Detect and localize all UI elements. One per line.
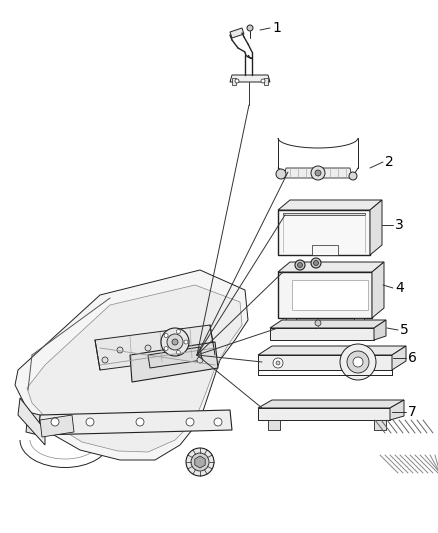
Circle shape xyxy=(311,258,321,268)
Polygon shape xyxy=(374,320,386,340)
Polygon shape xyxy=(278,262,384,272)
Circle shape xyxy=(235,79,239,83)
Circle shape xyxy=(177,329,180,334)
Polygon shape xyxy=(268,420,280,430)
Circle shape xyxy=(172,339,178,345)
Circle shape xyxy=(349,172,357,180)
Circle shape xyxy=(161,328,189,356)
Polygon shape xyxy=(26,412,40,435)
Polygon shape xyxy=(40,415,74,437)
Circle shape xyxy=(297,262,303,268)
Circle shape xyxy=(51,418,59,426)
Polygon shape xyxy=(372,262,384,318)
Polygon shape xyxy=(15,270,248,460)
Circle shape xyxy=(214,418,222,426)
Circle shape xyxy=(136,418,144,426)
Polygon shape xyxy=(390,400,404,420)
Text: 6: 6 xyxy=(408,351,417,365)
Circle shape xyxy=(164,346,168,351)
Circle shape xyxy=(191,453,209,471)
Circle shape xyxy=(315,170,321,176)
Circle shape xyxy=(167,334,183,350)
Text: 4: 4 xyxy=(395,281,404,295)
Text: 2: 2 xyxy=(385,155,394,169)
Circle shape xyxy=(102,357,108,363)
Text: 7: 7 xyxy=(408,405,417,419)
Circle shape xyxy=(315,320,321,326)
Polygon shape xyxy=(286,318,296,323)
Polygon shape xyxy=(258,400,404,408)
Polygon shape xyxy=(38,410,232,435)
Circle shape xyxy=(340,344,376,380)
Polygon shape xyxy=(230,75,270,82)
Polygon shape xyxy=(230,28,244,38)
Text: 1: 1 xyxy=(272,21,281,35)
Polygon shape xyxy=(292,280,368,310)
Polygon shape xyxy=(284,168,352,178)
Polygon shape xyxy=(258,408,390,420)
Circle shape xyxy=(247,25,253,31)
Polygon shape xyxy=(264,78,268,85)
Circle shape xyxy=(177,351,180,354)
Polygon shape xyxy=(278,210,370,255)
Circle shape xyxy=(186,448,214,476)
Circle shape xyxy=(186,418,194,426)
Circle shape xyxy=(276,169,286,179)
Circle shape xyxy=(273,358,283,368)
Circle shape xyxy=(353,357,363,367)
Circle shape xyxy=(295,260,305,270)
Circle shape xyxy=(86,418,94,426)
Polygon shape xyxy=(374,420,386,430)
Circle shape xyxy=(347,351,369,373)
Polygon shape xyxy=(148,347,202,368)
Polygon shape xyxy=(258,355,392,370)
Polygon shape xyxy=(270,320,386,328)
Circle shape xyxy=(276,361,280,365)
Circle shape xyxy=(197,357,203,363)
Polygon shape xyxy=(27,285,242,452)
Polygon shape xyxy=(195,456,205,468)
Polygon shape xyxy=(354,318,364,323)
Polygon shape xyxy=(258,346,406,355)
Polygon shape xyxy=(312,245,338,255)
Circle shape xyxy=(314,261,318,265)
Polygon shape xyxy=(370,200,382,255)
Polygon shape xyxy=(18,398,45,445)
Circle shape xyxy=(117,347,123,353)
Text: 5: 5 xyxy=(400,323,409,337)
Polygon shape xyxy=(232,78,236,85)
Polygon shape xyxy=(278,272,372,318)
Circle shape xyxy=(261,79,265,83)
Polygon shape xyxy=(130,342,218,382)
Polygon shape xyxy=(392,346,406,370)
Circle shape xyxy=(184,340,188,344)
Circle shape xyxy=(164,334,168,337)
Polygon shape xyxy=(278,200,382,210)
Polygon shape xyxy=(95,325,215,370)
Text: 3: 3 xyxy=(395,218,404,232)
Circle shape xyxy=(311,166,325,180)
Circle shape xyxy=(145,345,151,351)
Polygon shape xyxy=(283,213,365,215)
Polygon shape xyxy=(270,328,374,340)
